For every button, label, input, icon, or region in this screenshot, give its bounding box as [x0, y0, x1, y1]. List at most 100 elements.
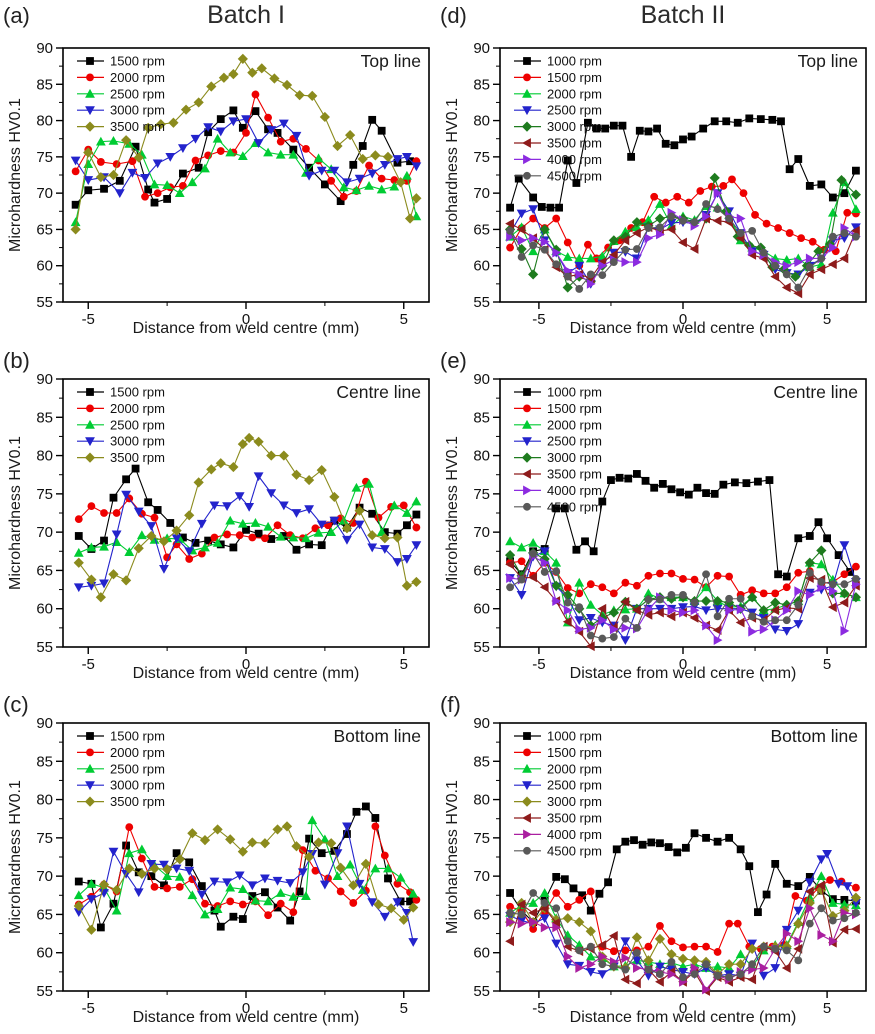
svg-text:0: 0: [679, 311, 687, 328]
svg-text:0: 0: [242, 311, 250, 328]
panel-letter: (a): [3, 3, 30, 28]
svg-text:3000 rpm: 3000 rpm: [110, 434, 165, 449]
svg-text:1500 rpm: 1500 rpm: [110, 54, 165, 69]
svg-text:60: 60: [36, 258, 53, 275]
svg-text:-5: -5: [532, 1000, 545, 1017]
svg-text:85: 85: [473, 409, 490, 426]
svg-text:55: 55: [36, 983, 53, 1000]
svg-text:65: 65: [473, 562, 490, 579]
svg-text:75: 75: [473, 830, 490, 847]
svg-text:2000 rpm: 2000 rpm: [547, 417, 602, 432]
panel-d: Batch II (d) Top line Microhardness HV0.…: [437, 0, 874, 345]
svg-text:85: 85: [473, 753, 490, 770]
panel-letter: (c): [3, 692, 29, 717]
svg-text:-5: -5: [532, 656, 545, 673]
panel-f: (f) Bottom line Microhardness HV0.1 Dist…: [437, 689, 874, 1034]
panel-letter: (d): [440, 3, 467, 28]
svg-text:55: 55: [36, 294, 53, 311]
svg-text:5: 5: [400, 656, 408, 673]
corner-label: Top line: [360, 51, 421, 71]
svg-text:60: 60: [473, 258, 490, 275]
svg-text:65: 65: [36, 562, 53, 579]
svg-text:4500 rpm: 4500 rpm: [547, 168, 602, 183]
svg-text:4000 rpm: 4000 rpm: [547, 827, 602, 842]
panel-letter: (b): [3, 348, 30, 373]
svg-text:85: 85: [36, 753, 53, 770]
batch-title: Batch II: [640, 1, 726, 29]
svg-text:3500 rpm: 3500 rpm: [110, 450, 165, 465]
svg-text:5: 5: [400, 311, 408, 328]
svg-text:5: 5: [823, 311, 831, 328]
svg-text:2000 rpm: 2000 rpm: [110, 70, 165, 85]
svg-text:1500 rpm: 1500 rpm: [110, 729, 165, 744]
x-axis-label: Distance from weld centre (mm): [132, 665, 360, 682]
svg-text:90: 90: [36, 371, 53, 388]
x-axis-label: Distance from weld centre (mm): [569, 1009, 797, 1026]
corner-label: Centre line: [773, 382, 858, 402]
svg-text:3500 rpm: 3500 rpm: [547, 811, 602, 826]
svg-text:80: 80: [473, 448, 490, 465]
x-axis-label: Distance from weld centre (mm): [132, 1009, 360, 1026]
x-axis-label: Distance from weld centre (mm): [569, 665, 797, 682]
svg-text:55: 55: [36, 639, 53, 656]
svg-text:-5: -5: [532, 311, 545, 328]
svg-text:65: 65: [36, 906, 53, 923]
batch-title: Batch I: [207, 1, 285, 29]
svg-text:70: 70: [36, 868, 53, 885]
svg-text:0: 0: [242, 656, 250, 673]
svg-text:5: 5: [400, 1000, 408, 1017]
svg-text:75: 75: [36, 149, 53, 166]
svg-text:2500 rpm: 2500 rpm: [547, 103, 602, 118]
svg-text:85: 85: [473, 76, 490, 93]
svg-text:80: 80: [36, 792, 53, 809]
svg-text:75: 75: [36, 830, 53, 847]
svg-text:1500 rpm: 1500 rpm: [547, 70, 602, 85]
svg-text:70: 70: [36, 524, 53, 541]
svg-text:85: 85: [36, 409, 53, 426]
panel-e: (e) Centre line Microhardness HV0.1 Dist…: [437, 345, 874, 690]
svg-text:2500 rpm: 2500 rpm: [547, 778, 602, 793]
svg-text:90: 90: [36, 40, 53, 57]
svg-text:2500 rpm: 2500 rpm: [547, 434, 602, 449]
svg-text:5: 5: [823, 656, 831, 673]
svg-text:55: 55: [473, 639, 490, 656]
svg-text:85: 85: [36, 76, 53, 93]
svg-text:-5: -5: [82, 311, 95, 328]
svg-text:1000 rpm: 1000 rpm: [547, 54, 602, 69]
svg-text:70: 70: [36, 185, 53, 202]
x-axis-label: Distance from weld centre (mm): [132, 320, 360, 337]
svg-text:-5: -5: [82, 656, 95, 673]
svg-text:2500 rpm: 2500 rpm: [110, 86, 165, 101]
svg-text:0: 0: [679, 1000, 687, 1017]
svg-text:65: 65: [473, 906, 490, 923]
corner-label: Top line: [797, 51, 858, 71]
svg-text:5: 5: [823, 1000, 831, 1017]
svg-text:3500 rpm: 3500 rpm: [547, 136, 602, 151]
svg-text:0: 0: [242, 1000, 250, 1017]
corner-label: Centre line: [336, 382, 421, 402]
svg-text:3500 rpm: 3500 rpm: [110, 794, 165, 809]
corner-label: Bottom line: [333, 726, 421, 746]
svg-text:2000 rpm: 2000 rpm: [110, 745, 165, 760]
svg-text:2000 rpm: 2000 rpm: [547, 86, 602, 101]
svg-text:65: 65: [36, 221, 53, 238]
svg-text:65: 65: [473, 221, 490, 238]
svg-text:80: 80: [473, 792, 490, 809]
svg-text:70: 70: [473, 185, 490, 202]
panel-b: (b) Centre line Microhardness HV0.1 Dist…: [0, 345, 437, 690]
svg-text:55: 55: [473, 983, 490, 1000]
panel-letter: (f): [440, 692, 461, 717]
svg-text:1500 rpm: 1500 rpm: [110, 385, 165, 400]
panel-letter: (e): [440, 348, 467, 373]
svg-text:75: 75: [36, 486, 53, 503]
svg-text:3000 rpm: 3000 rpm: [110, 778, 165, 793]
svg-text:75: 75: [473, 486, 490, 503]
panel-a: Batch I (a) Top line Microhardness HV0.1…: [0, 0, 437, 345]
svg-text:80: 80: [36, 448, 53, 465]
